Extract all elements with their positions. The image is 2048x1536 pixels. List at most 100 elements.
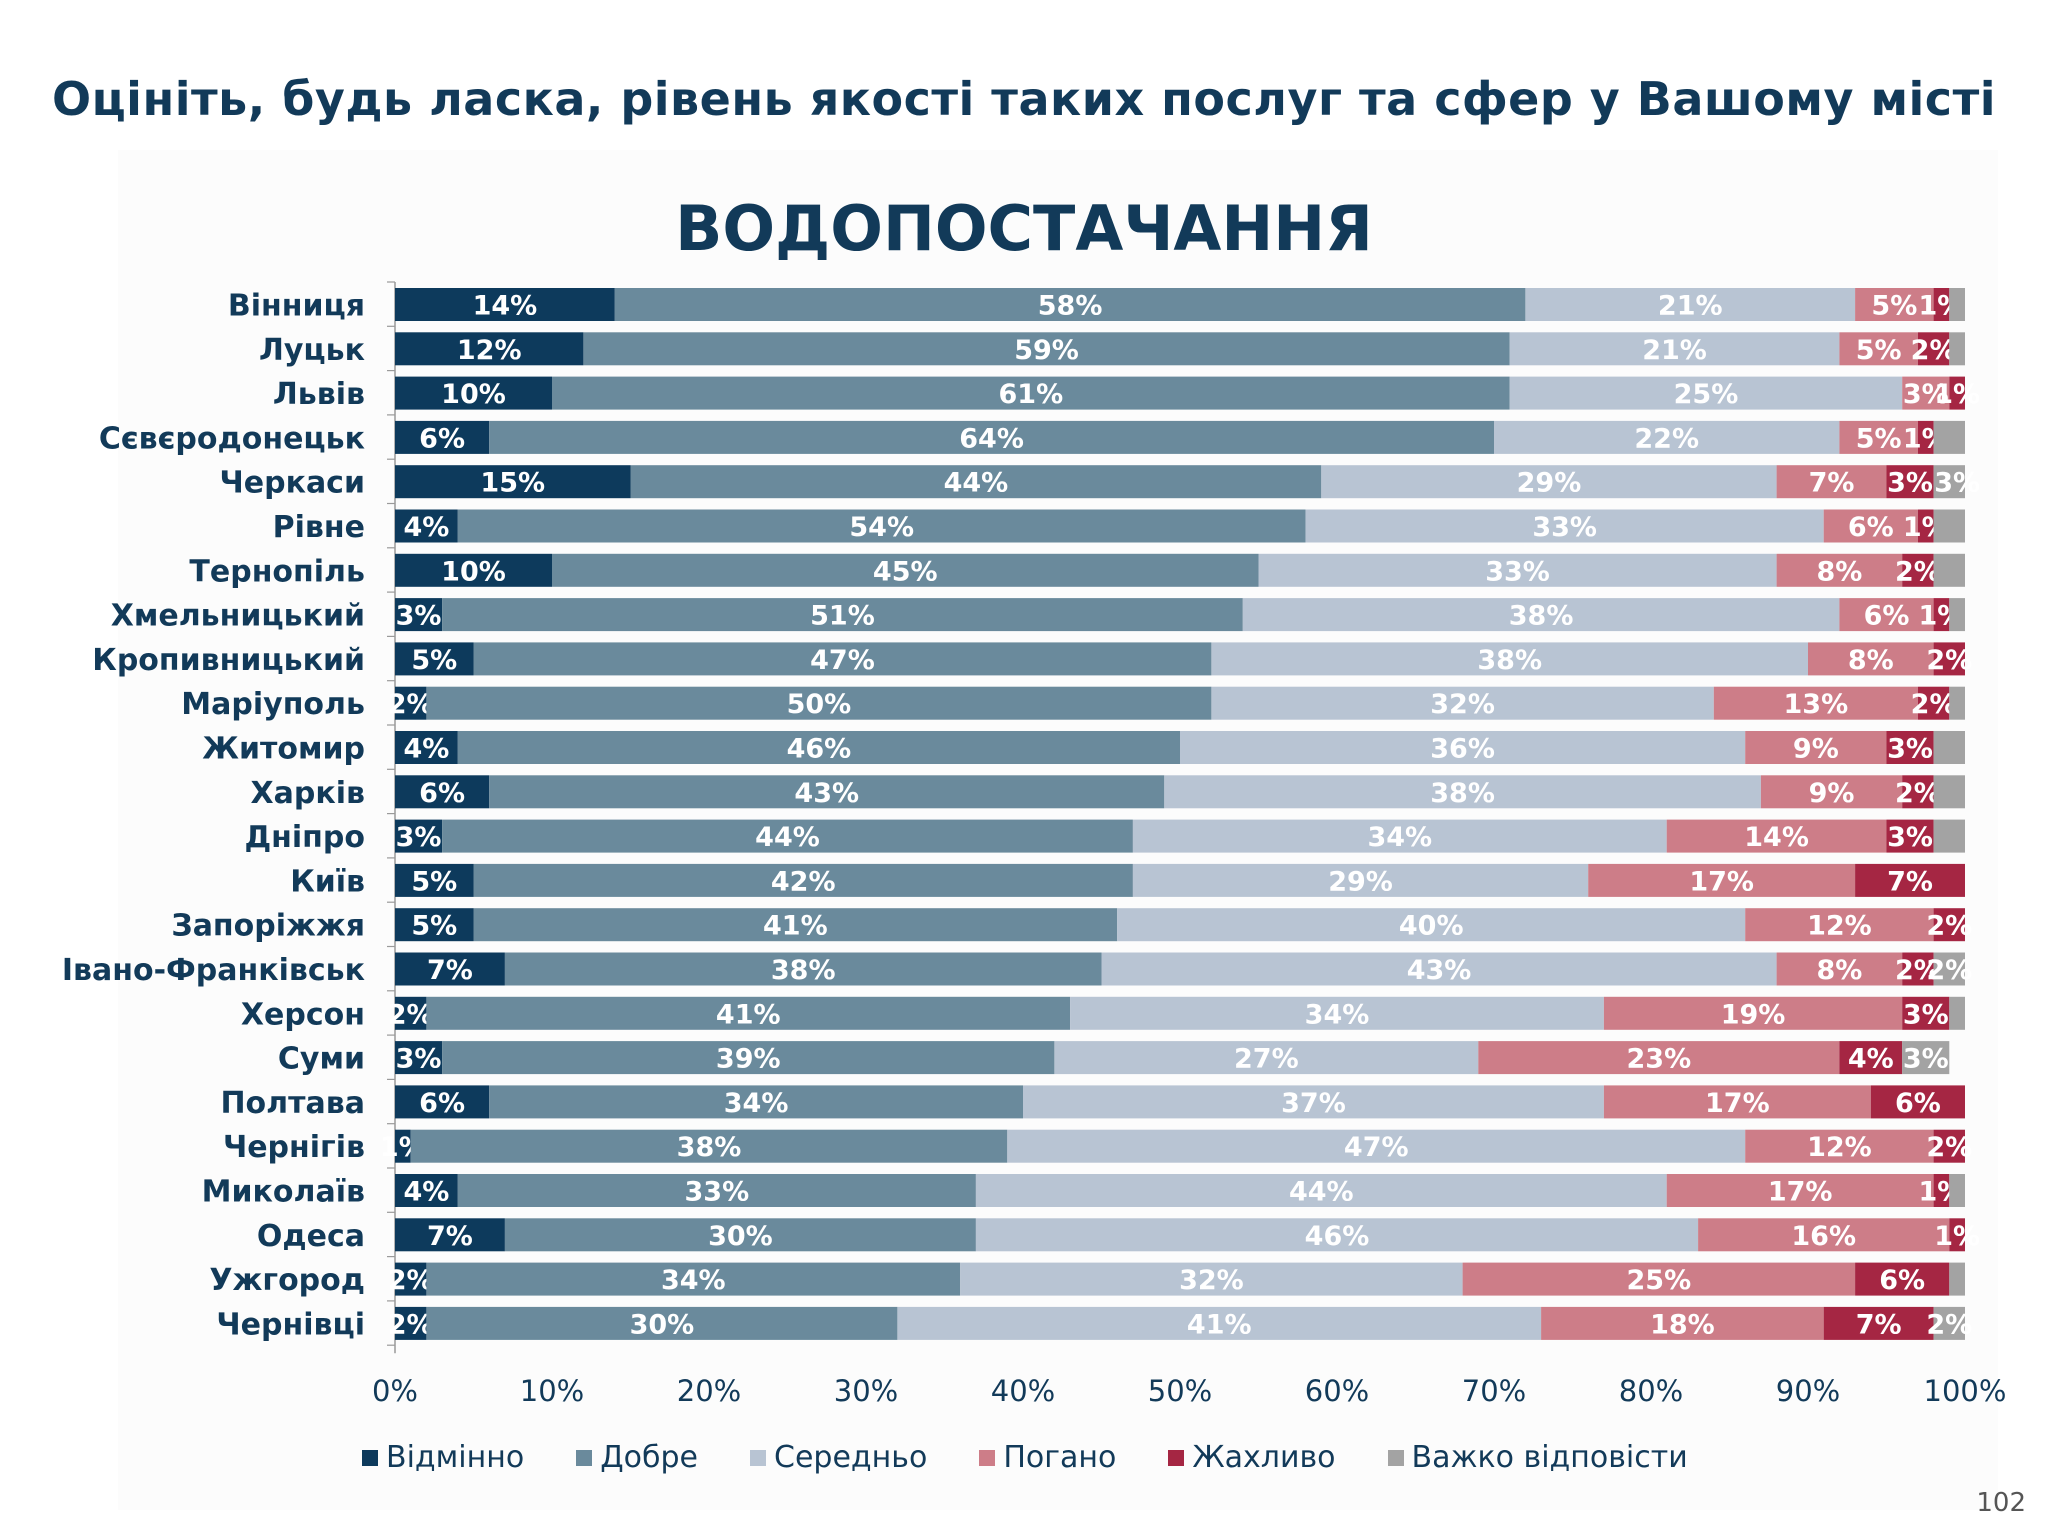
bar-segment: [1886, 731, 1934, 764]
data-label: 5%: [1856, 423, 1902, 454]
bar-segment: [1933, 598, 1950, 632]
data-label: 38%: [1477, 645, 1542, 676]
legend-swatch: [1387, 1449, 1404, 1466]
bar-segment: [1949, 686, 1965, 720]
bar-segment: [473, 863, 1133, 897]
bar-segment: [1949, 376, 1965, 410]
data-label: 4%: [403, 1177, 449, 1208]
bar-segment: [473, 642, 1212, 676]
x-tick-label: 90%: [1776, 1374, 1840, 1408]
bar-segment: [1603, 1085, 1871, 1119]
data-label: 30%: [630, 1309, 695, 1340]
bar-segment: [1023, 1085, 1604, 1119]
data-label: 32%: [1430, 689, 1495, 720]
bar-segment: [1886, 465, 1934, 499]
bar-segment: [1949, 598, 1965, 632]
data-label: 30%: [708, 1221, 773, 1252]
data-label: 34%: [1305, 999, 1370, 1030]
bar-segment: [457, 1174, 976, 1207]
bar-segment: [1902, 775, 1934, 809]
data-label: 5%: [1856, 335, 1902, 366]
bar-segment: [395, 598, 443, 632]
bar-segment: [395, 1306, 427, 1340]
bar-segment: [1211, 686, 1714, 720]
data-label: 22%: [1634, 423, 1699, 454]
data-label: 40%: [1399, 911, 1464, 942]
data-label: 44%: [944, 468, 1009, 499]
legend-swatch: [576, 1449, 593, 1466]
category-label: Чернівці: [216, 1307, 365, 1342]
legend-item: Добре: [576, 1440, 698, 1475]
bar-segment: [1855, 1262, 1950, 1296]
bar-segment: [1839, 332, 1918, 366]
bar-segment: [1054, 1041, 1479, 1075]
bar-segment: [457, 509, 1306, 543]
data-label: 5%: [411, 866, 457, 897]
data-label: 42%: [771, 866, 836, 897]
data-label: 17%: [1689, 866, 1754, 897]
legend-swatch: [1168, 1449, 1185, 1466]
data-label: 29%: [1517, 468, 1582, 499]
data-label: 3%: [1903, 999, 1949, 1030]
legend-label: Важко відповісти: [1411, 1440, 1688, 1475]
data-label: 46%: [787, 734, 852, 765]
data-label: 33%: [685, 1177, 750, 1208]
bar-segment: [1541, 1306, 1824, 1340]
data-label: 2%: [1926, 955, 1972, 986]
bar-segment: [630, 465, 1322, 499]
bar-segment: [426, 1262, 961, 1296]
bar-segment: [1823, 509, 1918, 543]
data-label: 3%: [396, 601, 442, 632]
bar-segment: [1933, 420, 1965, 454]
data-label: 43%: [794, 778, 859, 809]
legend-item: Відмінно: [362, 1440, 524, 1475]
data-label: 9%: [1793, 734, 1839, 765]
bar-segment: [1855, 863, 1965, 897]
data-label: 41%: [763, 911, 828, 942]
bar-segment: [395, 465, 631, 499]
data-label: 7%: [427, 955, 473, 986]
bar-segment: [395, 1129, 411, 1163]
legend-label: Жахливо: [1192, 1440, 1336, 1475]
bar-segment: [1949, 1218, 1965, 1252]
bar-segment: [975, 1218, 1699, 1252]
data-label: 3%: [1887, 468, 1933, 499]
data-label: 37%: [1281, 1088, 1346, 1119]
bar-segment: [1933, 642, 1965, 676]
data-label: 14%: [473, 291, 538, 322]
data-label: 51%: [810, 601, 875, 632]
category-label: Тернопіль: [189, 554, 365, 589]
data-label: 34%: [724, 1088, 789, 1119]
bar-segment: [1949, 332, 1965, 366]
data-label: 7%: [427, 1221, 473, 1252]
data-label: 5%: [1871, 291, 1917, 322]
data-label: 2%: [1895, 955, 1941, 986]
bar-segment: [1917, 332, 1950, 366]
bar-segment: [1776, 553, 1903, 587]
bar-segment: [395, 288, 615, 321]
data-label: 6%: [1879, 1265, 1925, 1296]
data-label: 54%: [849, 512, 914, 543]
bar-segment: [1886, 819, 1934, 853]
data-label: 39%: [716, 1044, 781, 1075]
data-label: 4%: [403, 512, 449, 543]
data-label: 4%: [1848, 1044, 1894, 1075]
category-label: Житомир: [202, 732, 365, 767]
bar-segment: [1933, 775, 1965, 809]
bar-segment: [1902, 376, 1950, 410]
bar-segment: [1933, 1306, 1965, 1340]
page-title: Оцініть, будь ласка, рівень якості таких…: [51, 72, 1997, 126]
bar-segment: [1101, 952, 1777, 986]
data-label: 6%: [1848, 512, 1894, 543]
data-label: 2%: [388, 1265, 434, 1296]
bar-segment: [1933, 1129, 1965, 1163]
bar-segment: [1007, 1129, 1746, 1163]
data-label: 43%: [1407, 955, 1472, 986]
bar-segment: [1745, 908, 1934, 942]
data-label: 59%: [1014, 335, 1079, 366]
data-label: 3%: [1903, 1044, 1949, 1075]
data-label: 36%: [1430, 734, 1495, 765]
data-label: 6%: [419, 1088, 465, 1119]
category-label: Ужгород: [209, 1263, 365, 1298]
